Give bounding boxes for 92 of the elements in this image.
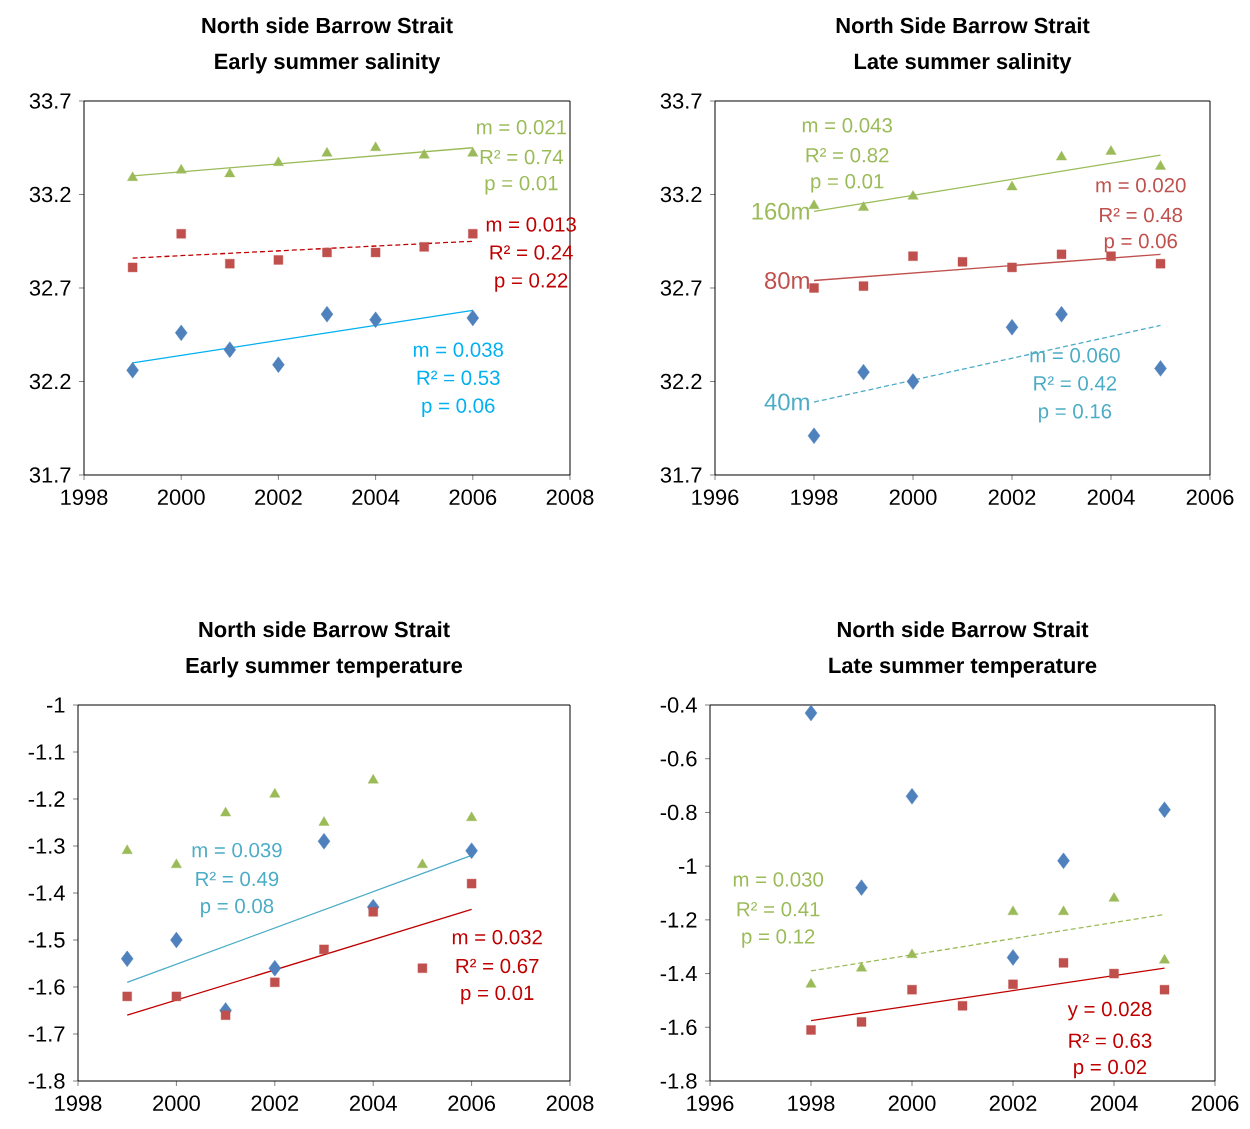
y-tick-label: -1.5 <box>28 932 65 948</box>
annotation: p = 0.01 <box>485 175 558 195</box>
annotation: m = 0.032 <box>452 929 542 945</box>
annotation: R² = 0.42 <box>1034 376 1117 391</box>
x-tick-label: 2004 <box>349 1095 397 1112</box>
annotation: p = 0.01 <box>461 985 534 1005</box>
annotation: p = 0.01 <box>811 174 884 193</box>
x-tick-label: 1998 <box>791 489 838 506</box>
annotation: p = 0.12 <box>742 929 815 948</box>
annotation: m = 0.043 <box>802 118 892 133</box>
annotation: m = 0.013 <box>486 217 576 232</box>
x-tick-label: 1996 <box>687 1095 734 1112</box>
series-label: 80m <box>765 272 809 289</box>
annotation: p = 0.08 <box>201 898 274 918</box>
annotation: R² = 0.63 <box>1069 1033 1152 1048</box>
chart-title: North side Barrow Strait <box>202 17 453 34</box>
y-tick-label: -1.6 <box>660 1019 697 1036</box>
chart-title: North side Barrow Strait <box>837 621 1089 638</box>
y-tick-label: -1.7 <box>28 1026 65 1042</box>
y-tick-label: -1.8 <box>28 1073 65 1089</box>
annotation: y = 0.028 <box>1067 1001 1152 1021</box>
y-tick-label: 32.7 <box>660 280 702 296</box>
x-tick-label: 1998 <box>55 1095 102 1112</box>
x-tick-label: 2008 <box>546 1095 594 1112</box>
annotation: R² = 0.82 <box>806 147 889 163</box>
x-tick-label: 1998 <box>788 1095 835 1112</box>
y-tick-label: 33.2 <box>29 186 71 203</box>
y-tick-label: -1.8 <box>660 1073 697 1089</box>
y-tick-label: 33.2 <box>660 186 702 203</box>
chart-subtitle: Late summer temperature <box>829 657 1097 678</box>
y-tick-label: 33.7 <box>29 93 71 109</box>
x-tick-label: 2006 <box>1186 489 1234 506</box>
x-tick-label: 2002 <box>251 1095 299 1112</box>
y-tick-label: 33.7 <box>660 93 702 109</box>
x-tick-label: 2000 <box>889 489 937 506</box>
y-tick-label: -1.2 <box>28 791 65 807</box>
x-tick-label: 2000 <box>888 1095 936 1112</box>
annotation: m = 0.030 <box>733 872 824 887</box>
x-tick-label: 2004 <box>1087 489 1135 506</box>
x-tick-label: 2000 <box>153 1095 200 1112</box>
x-tick-label: 2004 <box>1090 1095 1138 1112</box>
annotation: m = 0.020 <box>1096 177 1186 193</box>
annotation: m = 0.038 <box>413 342 504 357</box>
chart-subtitle: Early summer salinity <box>215 53 441 74</box>
series-label: 40m <box>764 393 809 411</box>
y-tick-label: -1.1 <box>28 744 65 760</box>
x-tick-label: 2002 <box>255 489 302 506</box>
x-tick-label: 2002 <box>988 489 1036 506</box>
y-tick-label: -1.4 <box>28 885 65 901</box>
y-tick-label: 32.2 <box>29 373 71 390</box>
annotation: p = 0.02 <box>1074 1059 1147 1079</box>
y-tick-label: 31.7 <box>660 467 702 483</box>
annotation: R² = 0.41 <box>737 901 820 917</box>
annotation: m = 0.021 <box>477 119 567 135</box>
x-tick-label: 2006 <box>448 1095 496 1112</box>
x-tick-label: 2008 <box>546 489 594 506</box>
y-tick-label: -0.8 <box>660 804 697 821</box>
annotation: m = 0.039 <box>192 842 282 858</box>
y-tick-label: -0.4 <box>660 697 697 713</box>
x-tick-label: 1998 <box>61 489 108 506</box>
annotation: R² = 0.53 <box>417 370 500 385</box>
annotation: p = 0.16 <box>1039 404 1112 423</box>
chart-subtitle: Early summer temperature <box>186 657 463 678</box>
x-tick-label: 1996 <box>692 489 739 506</box>
annotation: p = 0.06 <box>422 398 495 417</box>
annotation: p = 0.06 <box>1104 233 1177 253</box>
x-tick-label: 2006 <box>1191 1095 1239 1112</box>
y-tick-label: -1.3 <box>28 838 65 854</box>
chart-title: North Side Barrow Strait <box>836 17 1090 34</box>
annotation: R² = 0.48 <box>1100 207 1183 223</box>
x-tick-label: 2006 <box>449 489 497 506</box>
y-tick-label: -1.4 <box>660 966 697 982</box>
chart-title: North side Barrow Strait <box>199 621 450 638</box>
y-tick-label: -1.6 <box>28 979 65 995</box>
y-tick-label: 32.7 <box>29 280 71 296</box>
annotation: R² = 0.49 <box>196 871 279 887</box>
chart-subtitle: Late summer salinity <box>854 53 1072 74</box>
y-tick-label: -1 <box>678 858 697 874</box>
annotation: R² = 0.24 <box>490 245 573 260</box>
x-tick-label: 2004 <box>352 489 400 506</box>
y-tick-label: -0.6 <box>660 750 697 767</box>
y-tick-label: 32.2 <box>660 373 702 390</box>
y-tick-label: 31.7 <box>29 467 71 483</box>
x-tick-label: 2000 <box>157 489 205 506</box>
y-tick-label: -1.2 <box>660 912 697 928</box>
x-tick-label: 2002 <box>989 1095 1037 1112</box>
annotation: R² = 0.67 <box>456 958 539 974</box>
annotation: m = 0.060 <box>1030 348 1120 363</box>
series-label: 160m <box>752 202 809 220</box>
y-tick-label: -1 <box>46 697 65 713</box>
annotation: p = 0.22 <box>495 273 568 292</box>
annotation: R² = 0.74 <box>480 149 564 165</box>
